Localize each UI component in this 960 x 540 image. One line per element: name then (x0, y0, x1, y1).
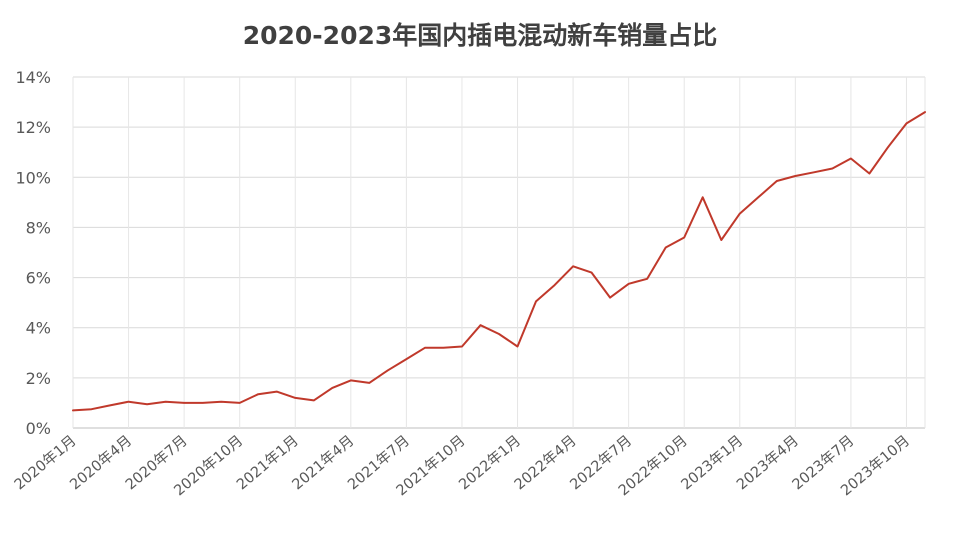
y-tick-label: 2% (26, 369, 51, 388)
y-tick-label: 0% (26, 419, 51, 438)
grid (72, 76, 926, 429)
chart-title: 2020-2023年国内插电混动新车销量占比 (243, 21, 718, 50)
y-axis-ticks: 0% 2% 4% 6% 8% 10% 12% 14% (15, 68, 51, 438)
y-tick-label: 12% (15, 118, 51, 137)
y-tick-label: 14% (15, 68, 51, 87)
y-tick-label: 8% (26, 218, 51, 237)
y-tick-label: 6% (26, 269, 51, 288)
series-layer (72, 111, 926, 412)
series-line (72, 111, 926, 412)
y-tick-label: 4% (26, 319, 51, 338)
x-axis-ticks: 2020年1月2020年4月2020年7月2020年10月2021年1月2021… (11, 432, 913, 499)
y-tick-label: 10% (15, 168, 51, 187)
